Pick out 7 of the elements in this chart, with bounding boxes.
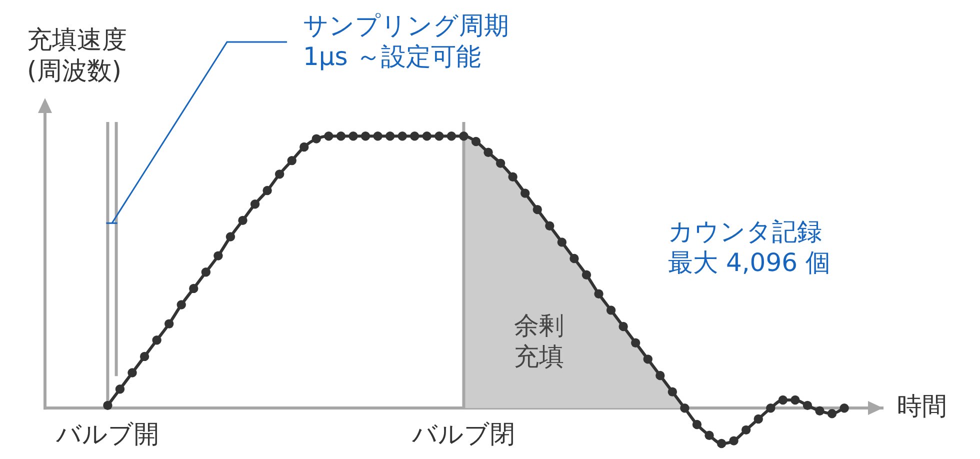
- x-axis-title: 時間: [897, 392, 947, 421]
- x-tick-label: バルブ開: [55, 420, 160, 449]
- y-axis-title: 充填速度(周波数): [27, 25, 127, 85]
- x-tick-label: バルブ閉: [411, 420, 516, 449]
- annotation: サンプリング周期1μs ～設定可能: [303, 11, 509, 71]
- annotation: カウンタ記録最大 4,096 個: [668, 217, 830, 277]
- series-label: 余剰充填: [514, 310, 564, 371]
